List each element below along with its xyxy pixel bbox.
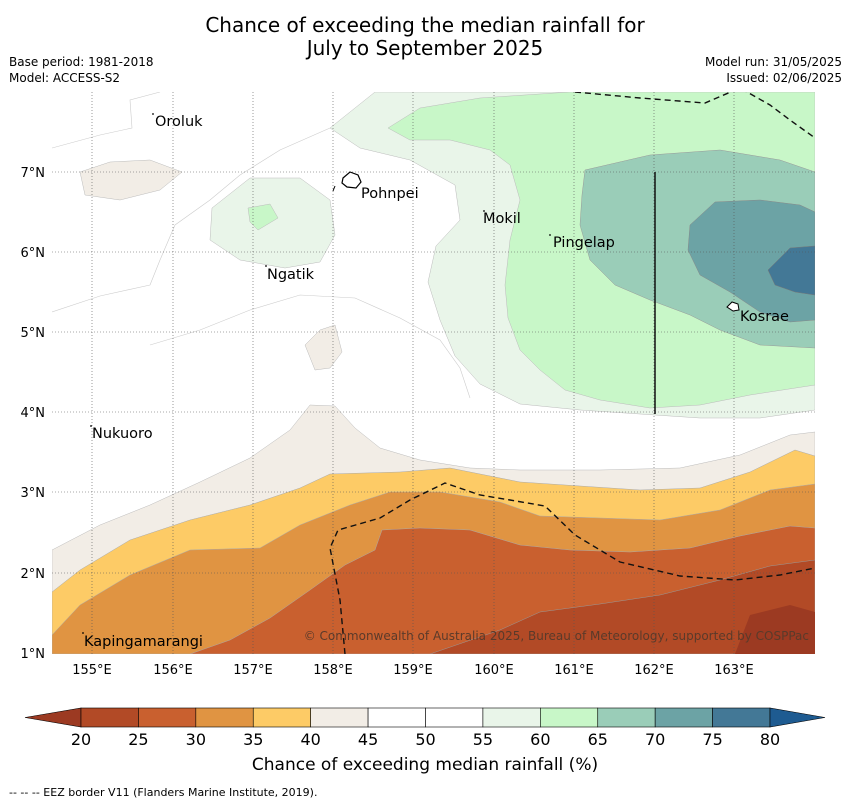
pingelap-island [549, 234, 551, 236]
colorbar-tick: 20 [71, 730, 91, 749]
title-line-1: Chance of exceeding the median rainfall … [205, 13, 645, 37]
colorbar-swatch [425, 707, 484, 728]
issued-date: Issued: 02/06/2025 [726, 71, 842, 85]
colorbar-swatch [482, 707, 541, 728]
lat-tick: 5°N [21, 326, 46, 341]
colorbar: 20 25 30 35 40 45 50 55 60 65 70 75 80 [24, 707, 826, 749]
colorbar-swatch [540, 707, 599, 728]
contour-75-80 [767, 245, 815, 296]
ngatik-island [265, 265, 267, 267]
contour-40-45-north [79, 159, 183, 201]
colorbar-extend-high [769, 707, 826, 728]
colorbar-swatch [310, 707, 369, 728]
contour-line-1 [52, 92, 161, 149]
colorbar-tick: 30 [186, 730, 206, 749]
colorbar-tick: 70 [645, 730, 665, 749]
lon-tick-labels: 155°E 156°E 157°E 158°E 159°E 160°E 161°… [72, 663, 754, 678]
lon-tick: 158°E [313, 663, 353, 678]
colorbar-tick: 60 [530, 730, 550, 749]
colorbar-tick: 40 [300, 730, 320, 749]
graticule [52, 92, 815, 654]
contour-below-20 [735, 605, 815, 654]
map-title: Chance of exceeding the median rainfall … [0, 14, 850, 60]
rainfall-contours: Oroluk Pohnpei Mokil Pingelap Ngatik Kos… [52, 92, 815, 654]
lon-tick: 156°E [153, 663, 193, 678]
lon-tick: 160°E [474, 663, 514, 678]
colorbar-tick: 80 [760, 730, 780, 749]
lat-tick: 4°N [21, 406, 46, 421]
copyright-text: © Commonwealth of Australia 2025, Bureau… [304, 629, 809, 643]
lat-tick: 3°N [21, 486, 46, 501]
colorbar-tick: 65 [588, 730, 608, 749]
mokil-island [483, 210, 485, 212]
title-line-2: July to September 2025 [306, 36, 544, 60]
colorbar-swatch [80, 707, 139, 728]
lon-tick: 161°E [554, 663, 594, 678]
colorbar-swatch [252, 707, 311, 728]
meta-right: Model run: 31/05/2025 Issued: 02/06/2025 [705, 54, 842, 86]
nukuoro-island [90, 425, 92, 427]
kosrae-island [726, 301, 740, 312]
oroluk-island [152, 113, 154, 115]
colorbar-swatch [195, 707, 254, 728]
lat-tick-labels: 7°N 6°N 5°N 4°N 3°N 2°N 1°N [21, 166, 46, 662]
colorbar-tick: 75 [702, 730, 722, 749]
label-ngatik: Ngatik [267, 267, 315, 283]
colorbar-label: Chance of exceeding median rainfall (%) [251, 755, 599, 775]
contour-55-60-west [209, 177, 336, 269]
colorbar-tick: 45 [358, 730, 378, 749]
colorbar-swatch [367, 707, 426, 728]
lat-tick: 6°N [21, 246, 46, 261]
lon-tick: 155°E [72, 663, 112, 678]
lon-tick: 162°E [634, 663, 674, 678]
contour-line-2 [52, 127, 331, 313]
label-oroluk: Oroluk [155, 114, 203, 130]
colorbar-swatch [138, 707, 197, 728]
colorbar-swatch [597, 707, 656, 728]
lon-tick: 157°E [233, 663, 273, 678]
colorbar-tick: 50 [415, 730, 435, 749]
label-kapingamarangi: Kapingamarangi [84, 634, 203, 650]
contour-70-75 [687, 199, 815, 323]
base-period: Base period: 1981-2018 [9, 55, 154, 69]
colorbar-swatch [712, 707, 771, 728]
meta-left: Base period: 1981-2018 Model: ACCESS-S2 [9, 54, 154, 86]
pohnpei-island [341, 171, 362, 189]
eez-border [329, 92, 815, 654]
lon-tick: 159°E [393, 663, 433, 678]
model-run: Model run: 31/05/2025 [704, 55, 842, 69]
colorbar-tick: 35 [243, 730, 263, 749]
colorbar-tick: 25 [128, 730, 148, 749]
footnote: -- -- -- EEZ border V11 (Flanders Marine… [9, 786, 318, 799]
contour-40-45-mid [304, 324, 343, 371]
colorbar-extend-low [24, 707, 82, 728]
lon-tick: 163°E [714, 663, 754, 678]
label-nukuoro: Nukuoro [92, 426, 153, 442]
lat-tick: 1°N [21, 647, 46, 662]
colorbar-tick: 55 [473, 730, 493, 749]
label-mokil: Mokil [483, 211, 521, 227]
label-kosrae: Kosrae [740, 309, 789, 325]
model-name: Model: ACCESS-S2 [9, 71, 121, 85]
kapingamarangi-island [82, 632, 84, 634]
contour-60-65-small [247, 203, 279, 231]
label-pingelap: Pingelap [553, 235, 615, 251]
colorbar-swatch [654, 707, 713, 728]
contour-line-3 [149, 294, 471, 399]
contour-20-25 [429, 559, 815, 654]
label-pohnpei: Pohnpei [361, 186, 419, 202]
lat-tick: 2°N [21, 567, 46, 582]
lat-tick: 7°N [21, 166, 46, 181]
